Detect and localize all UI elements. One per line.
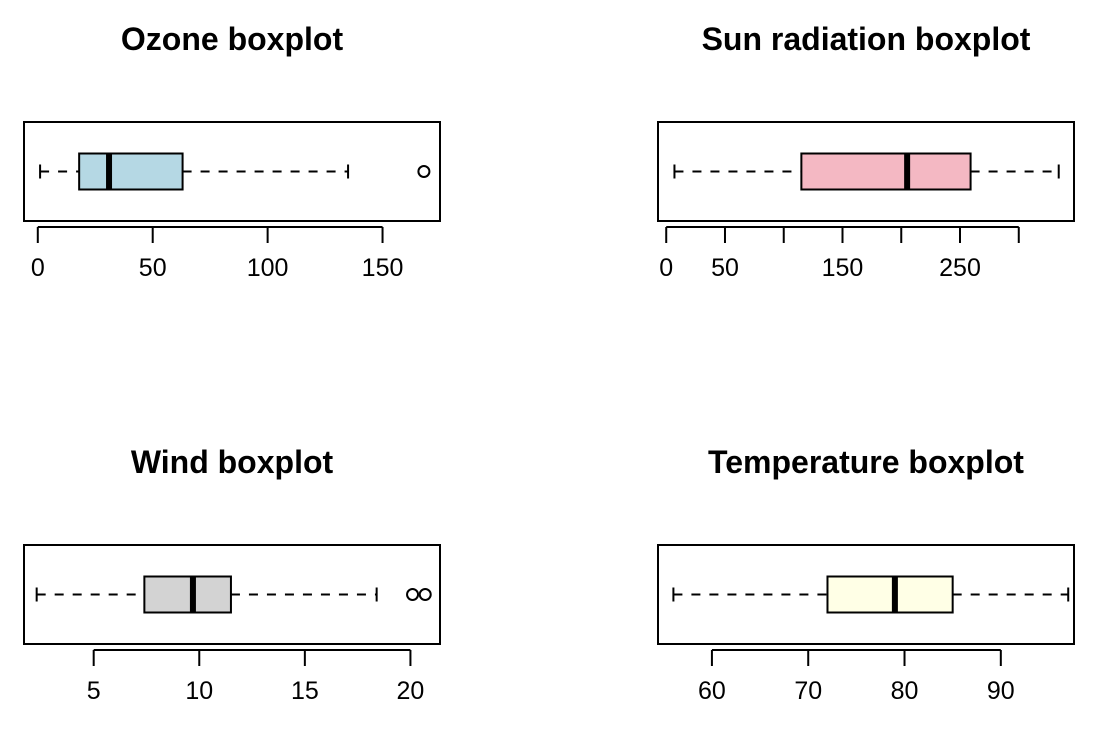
x-tick-label: 50 [139,254,167,282]
plot-frame [657,544,1075,645]
iqr-box [826,575,954,614]
x-tick-label: 150 [362,254,404,282]
panel-title: Sun radiation boxplot [702,21,1031,57]
iqr-box [800,152,972,191]
x-tick-label: 5 [87,677,101,705]
x-tick-label: 20 [397,677,425,705]
x-tick-label: 100 [247,254,289,282]
outlier-point [418,588,432,601]
x-tick-label: 15 [291,677,319,705]
x-tick-label: 150 [822,254,864,282]
boxplot-panel: Ozone boxplot 0 50 100 150 [23,21,441,282]
x-tick-label: 80 [891,677,919,705]
plot-frame [23,544,441,645]
boxplot-panel: Sun radiation boxplot 0 50 150 250 [657,21,1075,282]
x-tick-label: 0 [659,254,673,282]
plot-frame [657,121,1075,222]
x-tick-label: 90 [987,677,1015,705]
x-tick-label: 250 [939,254,981,282]
iqr-box [143,575,232,614]
outlier-point [417,165,431,178]
iqr-box [78,152,184,191]
boxplot-panel: Temperature boxplot 60 70 80 90 [657,444,1075,705]
panel-title: Temperature boxplot [708,444,1024,480]
x-tick-label: 60 [698,677,726,705]
outlier-point [406,588,420,601]
boxplot-panel: Wind boxplot 5 10 15 20 [23,444,441,705]
plot-frame [23,121,441,222]
x-tick-label: 50 [711,254,739,282]
panel-title: Ozone boxplot [121,21,344,57]
x-tick-label: 70 [794,677,822,705]
x-tick-label: 10 [185,677,213,705]
x-tick-label: 0 [31,254,45,282]
panel-title: Wind boxplot [131,444,334,480]
